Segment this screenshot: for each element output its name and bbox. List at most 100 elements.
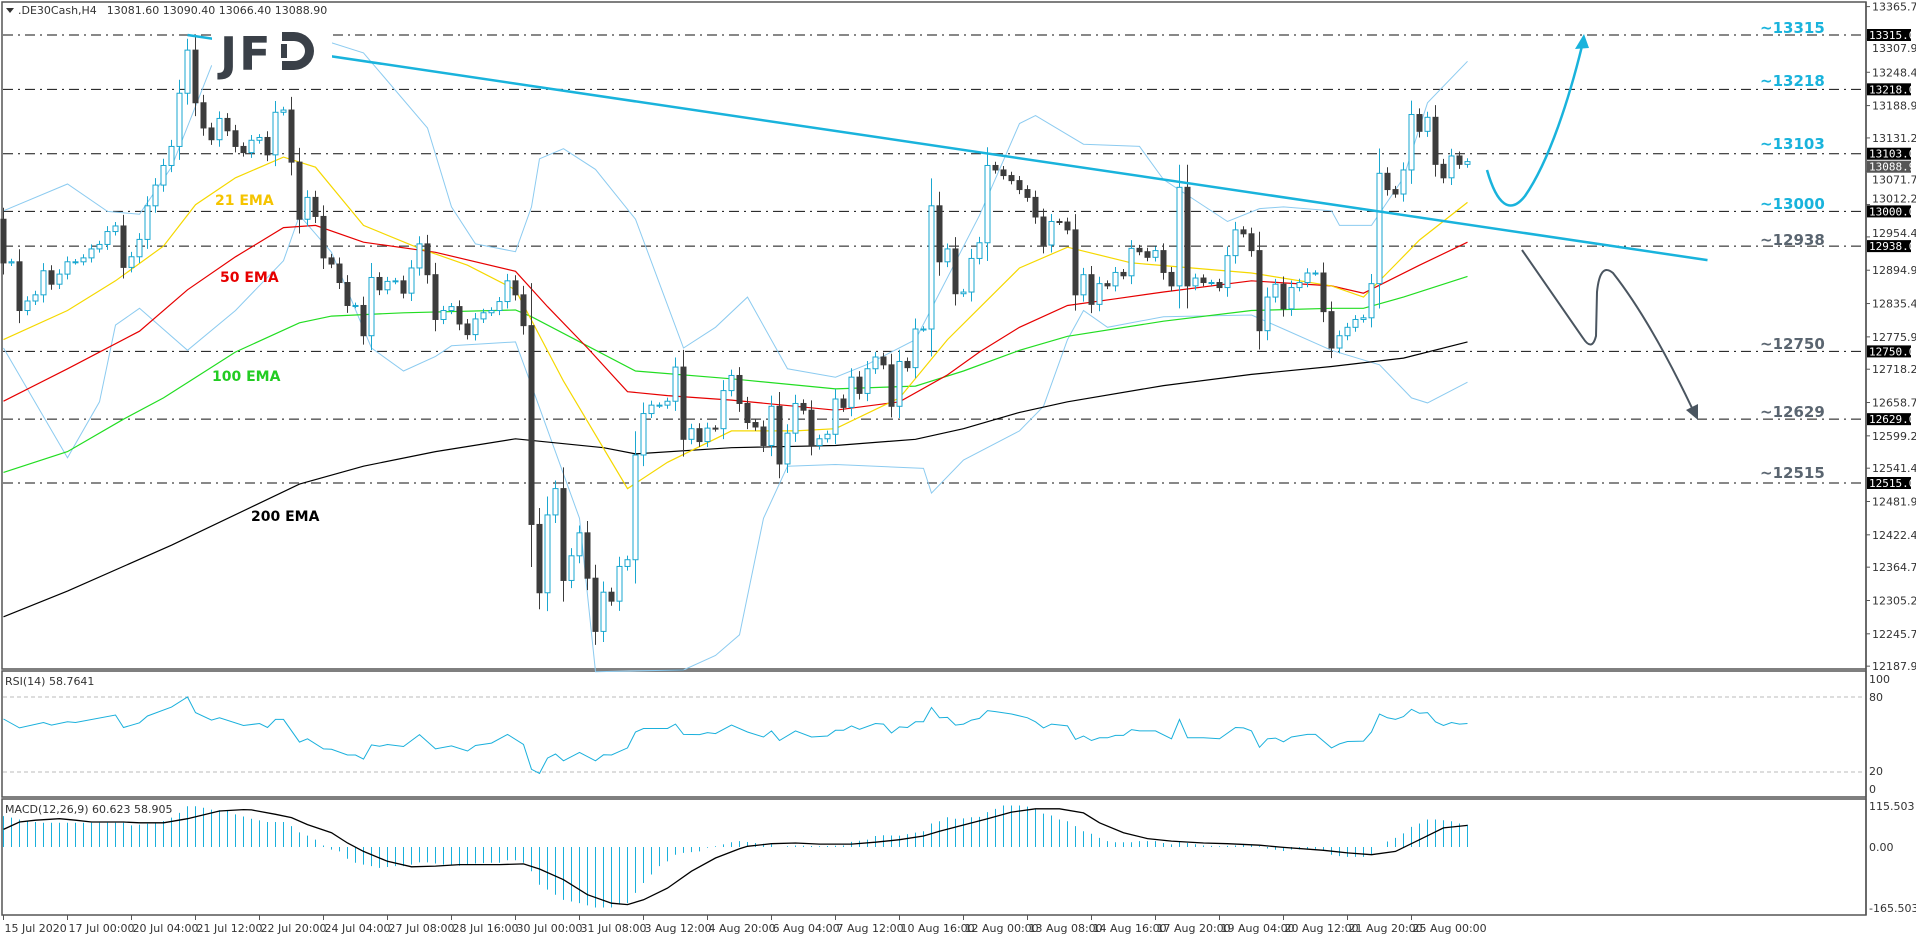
level-label: ~12629 xyxy=(1760,403,1825,421)
bear-candle-body xyxy=(1216,282,1223,289)
bull-candle-body xyxy=(504,280,511,303)
time-tick-label: 24 Jul 04:00 xyxy=(325,922,391,935)
candle xyxy=(888,353,895,418)
candle xyxy=(1080,267,1087,302)
bear-candle-body xyxy=(1088,274,1095,305)
candle xyxy=(576,525,583,564)
time-tick-label: 28 Jul 16:00 xyxy=(453,922,519,935)
bull-candle-body xyxy=(408,267,415,294)
bear-candle-body xyxy=(760,426,767,446)
candle xyxy=(1120,268,1127,280)
candle xyxy=(328,253,335,269)
current-price-box xyxy=(1867,160,1911,173)
candle xyxy=(56,269,63,290)
candle xyxy=(504,273,511,309)
candle xyxy=(1296,278,1303,292)
bull-candle-body xyxy=(1176,186,1183,287)
candle xyxy=(1008,171,1015,185)
candle xyxy=(1232,221,1239,264)
bollinger-upper-line xyxy=(3,42,1468,378)
candle xyxy=(1000,166,1007,180)
price-axis[interactable]: 13365.70 13307.95 13248.45 13188.95 13131.20… xyxy=(1865,1,1916,915)
candle xyxy=(480,308,487,323)
candle xyxy=(1304,268,1311,288)
level-price-box xyxy=(1867,413,1911,426)
bear-candle-body xyxy=(608,591,615,602)
descending-trendline[interactable] xyxy=(187,33,1708,262)
bull-candle-body xyxy=(656,404,663,407)
bull-candle-body xyxy=(1408,114,1415,171)
candle xyxy=(816,434,823,450)
candle xyxy=(184,38,191,105)
candle xyxy=(1064,217,1071,235)
bullish-scenario-arrow xyxy=(1485,34,1589,207)
bear-candle-body xyxy=(1032,196,1039,218)
bear-candle-body xyxy=(16,261,23,312)
bear-candle-body xyxy=(1056,220,1063,223)
bear-candle-body xyxy=(1104,283,1111,287)
moving-averages xyxy=(3,156,1468,618)
bear-candle-body xyxy=(296,161,303,220)
svg-text:JF: JF xyxy=(217,27,273,81)
bull-candle-body xyxy=(816,438,823,446)
main-pane[interactable] xyxy=(1,1,1867,670)
bull-candle-body xyxy=(248,139,255,154)
bull-candle-body xyxy=(216,117,223,141)
rsi-tick-label: 100 xyxy=(1869,673,1890,686)
price-tick-label: 12599.20 xyxy=(1872,430,1916,443)
bull-candle-body xyxy=(1296,282,1303,289)
price-tick-label: 13071.70 xyxy=(1872,174,1916,187)
bull-candle-body xyxy=(160,164,167,186)
bear-candle-body xyxy=(344,282,351,306)
macd-tick-label: 0.00 xyxy=(1869,841,1894,854)
bear-candle-body xyxy=(1160,250,1167,273)
level-price-label: 12750.00 xyxy=(1869,345,1916,358)
bull-candle-body xyxy=(128,256,135,268)
candle xyxy=(1368,274,1375,328)
candle xyxy=(1160,243,1167,280)
bull-candle-body xyxy=(1272,283,1279,298)
candle xyxy=(472,312,479,341)
bull-candle-body xyxy=(864,368,871,394)
rsi-tick-label: 80 xyxy=(1869,691,1883,704)
candle xyxy=(1040,208,1047,254)
bull-candle-body xyxy=(1152,250,1159,258)
time-tick-label: 14 Aug 16:00 xyxy=(1093,922,1167,935)
bull-candle-body xyxy=(1344,326,1351,337)
candle xyxy=(1216,278,1223,292)
candle xyxy=(696,423,703,447)
bull-candle-body xyxy=(1336,335,1343,349)
candle xyxy=(384,276,391,295)
candle xyxy=(1128,240,1135,285)
bull-candle-body xyxy=(440,310,447,320)
time-tick-label: 30 Jul 00:00 xyxy=(517,922,583,935)
triangle-down-icon[interactable] xyxy=(6,8,14,13)
candle xyxy=(848,368,855,417)
macd-pane[interactable] xyxy=(1,798,1867,916)
candle xyxy=(232,124,239,153)
ohlc-values: 13081.60 13090.40 13066.40 13088.90 xyxy=(107,4,327,17)
bear-candle-body xyxy=(888,364,895,407)
macd-tick-label: 115.503 xyxy=(1869,800,1915,813)
bull-candle-body xyxy=(392,280,399,283)
candle xyxy=(1016,176,1023,195)
bull-candle-body xyxy=(832,398,839,435)
rsi-pane[interactable] xyxy=(1,670,1867,798)
time-tick-label: 27 Jul 08:00 xyxy=(389,922,455,935)
candle xyxy=(1024,185,1031,202)
candle xyxy=(1208,279,1215,286)
candle xyxy=(968,248,975,302)
candle xyxy=(1320,262,1327,323)
ema100-label: 100 EMA xyxy=(212,369,281,385)
bull-candle-body xyxy=(600,591,607,632)
bull-candle-body xyxy=(624,559,631,567)
bear-candle-body xyxy=(1432,116,1439,165)
candle xyxy=(264,131,271,162)
bear-candle-body xyxy=(520,294,527,327)
candle xyxy=(136,233,143,264)
bear-candle-body xyxy=(528,325,535,525)
bear-candle-body xyxy=(880,356,887,366)
trendline[interactable] xyxy=(187,33,1708,262)
